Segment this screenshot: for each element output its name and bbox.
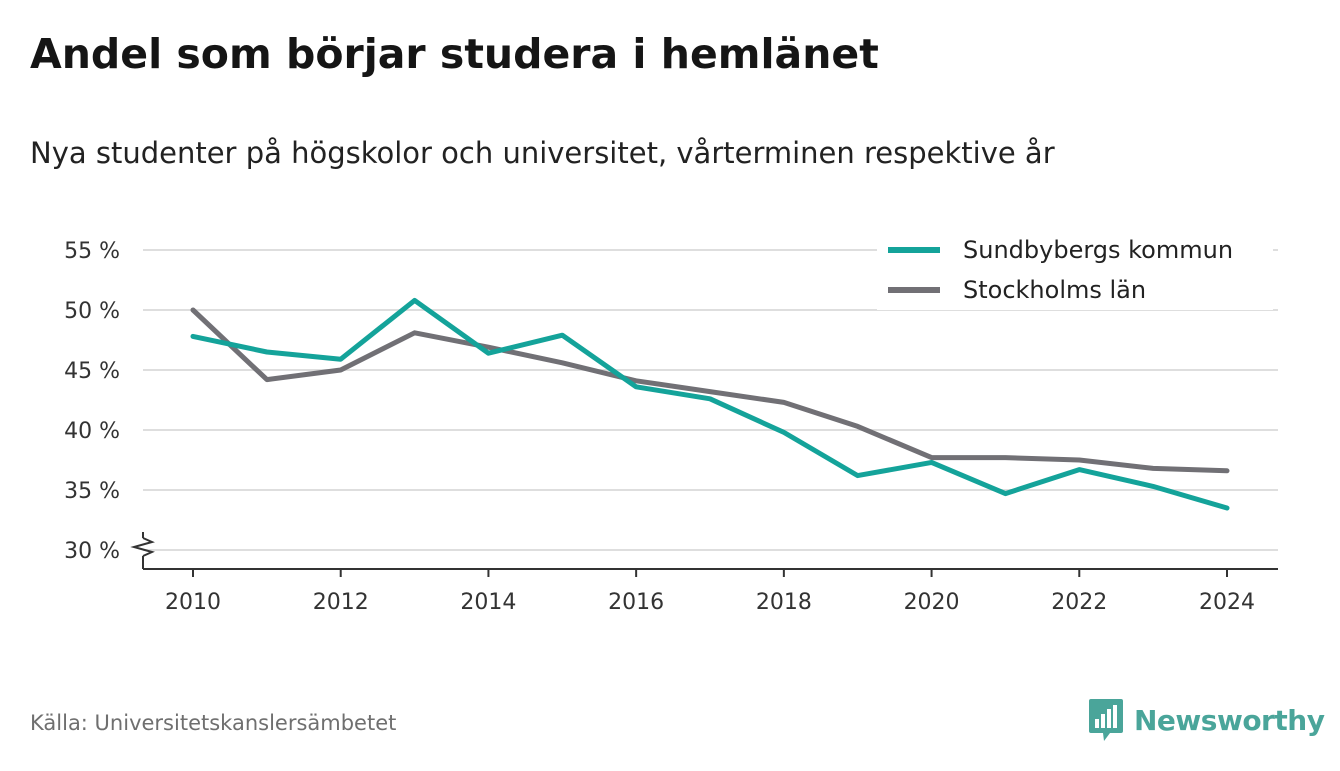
x-tick-label: 2012: [313, 590, 369, 615]
y-tick-label: 55 %: [64, 239, 120, 264]
y-tick-label: 30 %: [64, 539, 120, 564]
chart-title: Andel som börjar studera i hemlänet: [30, 30, 879, 78]
series-line-0: [190, 297, 1230, 511]
x-tick-label: 2022: [1051, 590, 1107, 615]
y-tick-label: 35 %: [64, 479, 120, 504]
x-tick-label: 2010: [165, 590, 221, 615]
x-tick-label: 2014: [460, 590, 516, 615]
y-tick-label: 50 %: [64, 299, 120, 324]
brand-name: Newsworthy: [1134, 703, 1325, 737]
brand-logo[interactable]: Newsworthy: [1088, 697, 1325, 743]
x-tick-label: 2016: [608, 590, 664, 615]
legend-label: Sundbybergs kommun: [963, 236, 1233, 264]
legend-background: [877, 228, 1273, 310]
legend-label: Stockholms län: [963, 276, 1146, 304]
x-tick-label: 2024: [1199, 590, 1255, 615]
y-tick-label: 40 %: [64, 419, 120, 444]
series-line-1: [190, 307, 1230, 474]
chart-subtitle: Nya studenter på högskolor och universit…: [30, 136, 1055, 170]
axis-break-icon: [130, 537, 155, 557]
source-note: Källa: Universitetskanslersämbetet: [30, 711, 397, 735]
newsworthy-logo-icon: [1089, 699, 1123, 741]
x-tick-label: 2018: [756, 590, 812, 615]
y-tick-label: 45 %: [64, 359, 120, 384]
x-tick-label: 2020: [904, 590, 960, 615]
